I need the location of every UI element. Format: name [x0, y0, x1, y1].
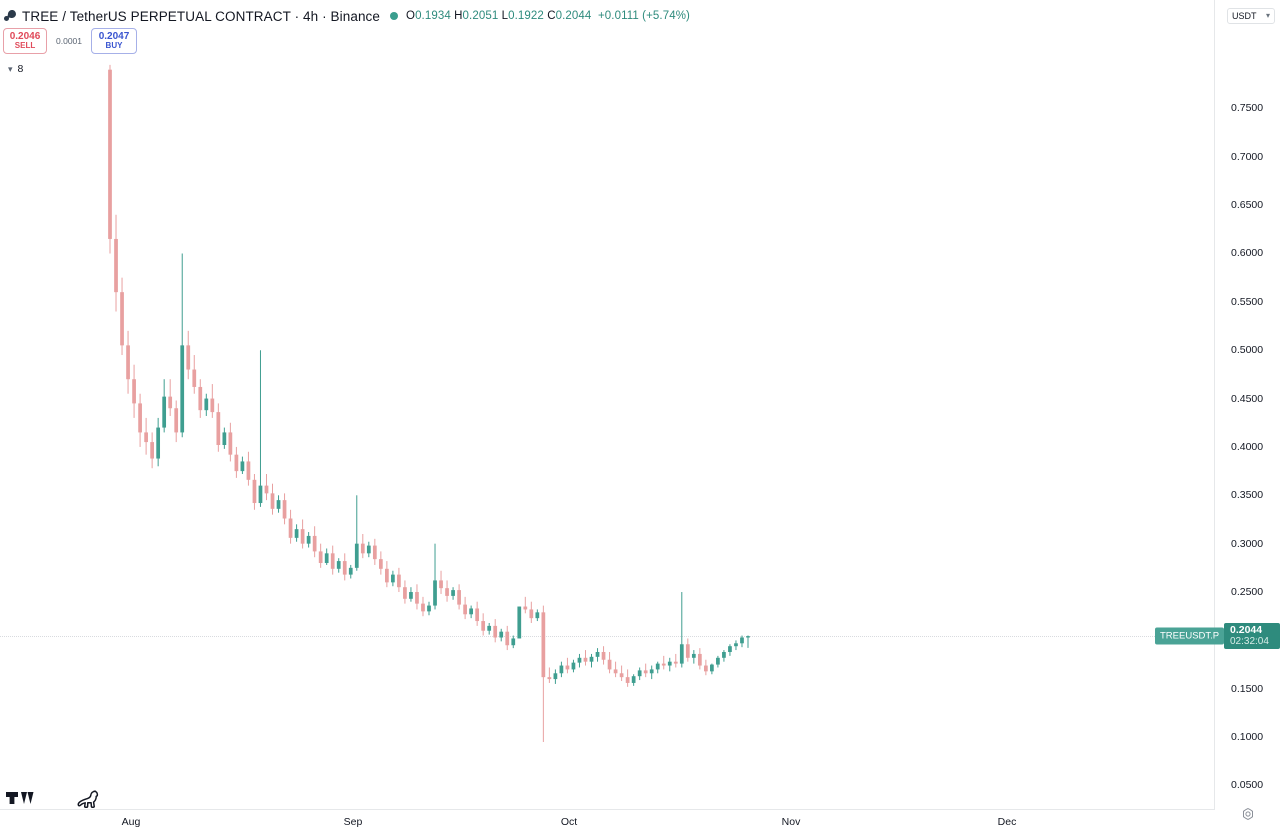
dinosaur-icon[interactable] — [76, 789, 102, 811]
buy-price: 0.2047 — [98, 30, 130, 42]
price-tick: 0.6000 — [1231, 247, 1264, 260]
chart-legend: TREE / TetherUS PERPETUAL CONTRACT · 4h … — [0, 0, 1215, 75]
tree-token-icon — [4, 8, 17, 23]
price-tick: 0.4500 — [1231, 392, 1264, 405]
close-value: 0.2044 — [555, 10, 592, 22]
status-dot-icon — [390, 12, 399, 20]
chart-pane[interactable] — [0, 0, 1215, 810]
open-label: O — [406, 10, 416, 22]
time-tick: Nov — [781, 816, 801, 828]
price-tick: 0.5500 — [1231, 295, 1264, 308]
symbol-price-tag[interactable]: TREEUSDT.P — [1155, 627, 1225, 645]
price-axis[interactable]: USDT ▾ 0.7500 0.7000 0.6500 0.6000 0.5500 0.5… — [1214, 0, 1280, 835]
low-value: 0.1922 — [508, 10, 544, 22]
time-tick: Oct — [560, 816, 578, 828]
price-tick: 0.3000 — [1231, 537, 1264, 550]
time-tick: Sep — [343, 816, 363, 828]
ohlc-values: O0.1934 H0.2051 L0.1922 C0.2044 +0.0111 … — [406, 10, 690, 22]
open-value: 0.1934 — [415, 10, 451, 22]
price-tick: 0.1500 — [1231, 682, 1264, 695]
change-percent: (+5.74%) — [642, 10, 690, 22]
symbol-row[interactable]: TREE / TetherUS PERPETUAL CONTRACT · 4h … — [4, 7, 690, 25]
current-price-badge[interactable]: 0.2044 02:32:04 — [1224, 623, 1280, 650]
buy-label: BUY — [105, 41, 123, 51]
buy-button[interactable]: 0.2047 BUY — [91, 28, 137, 54]
price-tick: 0.3500 — [1231, 489, 1264, 502]
sell-price: 0.2046 — [9, 30, 41, 42]
trade-buttons: 0.2046 SELL 0.0001 0.2047 BUY — [3, 28, 137, 54]
current-price-line — [0, 636, 1215, 638]
close-label: C — [547, 10, 556, 22]
low-label: L — [501, 10, 509, 22]
price-tick: 0.1000 — [1231, 731, 1264, 744]
time-tick: Dec — [997, 816, 1017, 828]
spread-value: 0.0001 — [56, 36, 82, 46]
sell-label: SELL — [14, 41, 36, 51]
sell-button[interactable]: 0.2046 SELL — [3, 28, 47, 54]
change-value: +0.0111 — [597, 10, 639, 22]
currency-unit-label: USDT — [1232, 11, 1257, 21]
price-tick: 0.0500 — [1231, 779, 1264, 792]
tradingview-logo-icon[interactable] — [6, 789, 34, 809]
currency-unit-selector[interactable]: USDT ▾ — [1227, 8, 1275, 24]
price-tick: 0.7000 — [1231, 150, 1264, 163]
candlestick-series — [108, 64, 750, 742]
price-tick: 0.5000 — [1231, 344, 1264, 357]
bar-countdown: 02:32:04 — [1230, 636, 1269, 648]
gear-icon[interactable] — [1241, 807, 1255, 826]
price-tick: 0.6500 — [1231, 199, 1264, 212]
high-value: 0.2051 — [462, 10, 499, 22]
high-label: H — [454, 10, 463, 22]
quantity-selector[interactable]: ▾ 8 — [3, 61, 28, 77]
time-axis[interactable]: Aug Sep Oct Nov Dec — [0, 809, 1215, 835]
price-tick: 0.4000 — [1231, 440, 1264, 453]
time-tick: Aug — [121, 816, 141, 828]
price-tick: 0.2500 — [1231, 586, 1264, 599]
symbol-title[interactable]: TREE / TetherUS PERPETUAL CONTRACT · 4h … — [22, 8, 381, 24]
chevron-down-icon: ▾ — [1265, 11, 1270, 20]
price-tick: 0.7500 — [1231, 102, 1264, 115]
quantity-value: 8 — [17, 63, 24, 75]
chevron-down-icon: ▾ — [8, 63, 13, 74]
current-price-value: 0.2044 — [1230, 624, 1263, 637]
